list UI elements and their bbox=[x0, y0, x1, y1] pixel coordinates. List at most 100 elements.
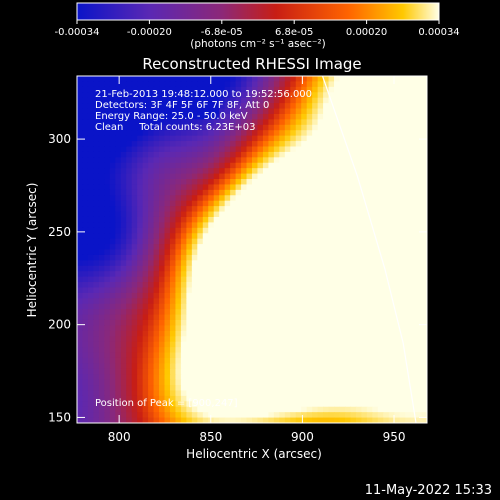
heatmap-cell bbox=[410, 108, 417, 115]
heatmap-cell bbox=[323, 401, 330, 408]
heatmap-cell bbox=[344, 222, 352, 229]
heatmap-cell bbox=[87, 412, 95, 419]
heatmap-cell bbox=[388, 309, 395, 316]
heatmap-cell bbox=[361, 303, 368, 310]
heatmap-cell bbox=[191, 211, 198, 218]
heatmap-cell bbox=[224, 216, 231, 223]
heatmap-cell bbox=[126, 368, 133, 375]
heatmap-cell bbox=[257, 271, 264, 278]
heatmap-cell bbox=[235, 330, 242, 337]
heatmap-cell bbox=[399, 260, 406, 267]
heatmap-cell bbox=[306, 195, 313, 202]
heatmap-cell bbox=[148, 227, 155, 234]
heatmap-cell bbox=[416, 195, 423, 202]
colorbar-tick-label: 0.00020 bbox=[346, 27, 387, 38]
heatmap-cell bbox=[164, 249, 171, 256]
heatmap-cell bbox=[131, 325, 138, 332]
heatmap-cell bbox=[104, 244, 111, 251]
heatmap-cell bbox=[164, 141, 171, 148]
heatmap-cell bbox=[126, 195, 133, 202]
heatmap-cell bbox=[312, 292, 319, 299]
heatmap-cell bbox=[279, 168, 286, 175]
heatmap-cell bbox=[290, 113, 297, 120]
heatmap-cell bbox=[262, 254, 270, 261]
heatmap-cell bbox=[191, 157, 198, 164]
heatmap-cell bbox=[104, 347, 111, 354]
heatmap-cell bbox=[312, 76, 319, 83]
heatmap-cell bbox=[312, 347, 319, 354]
heatmap-cell bbox=[372, 336, 379, 343]
heatmap-cell bbox=[279, 92, 286, 99]
heatmap-cell bbox=[290, 325, 297, 332]
heatmap-cell bbox=[262, 184, 270, 191]
heatmap-cell bbox=[399, 238, 406, 245]
heatmap-cell bbox=[377, 276, 384, 283]
heatmap-cell bbox=[290, 357, 297, 364]
heatmap-cell bbox=[328, 244, 335, 251]
heatmap-cell bbox=[142, 287, 149, 294]
heatmap-cell bbox=[241, 227, 248, 234]
heatmap-cell bbox=[148, 357, 155, 364]
heatmap-cell bbox=[257, 211, 264, 218]
heatmap-cell bbox=[164, 352, 171, 359]
heatmap-cell bbox=[394, 162, 401, 169]
heatmap-cell bbox=[213, 200, 220, 207]
heatmap-cell bbox=[405, 417, 412, 423]
heatmap-cell bbox=[208, 341, 215, 348]
heatmap-cell bbox=[77, 141, 84, 148]
heatmap-cell bbox=[191, 168, 198, 175]
heatmap-cell bbox=[323, 227, 330, 234]
heatmap-cell bbox=[224, 401, 231, 408]
heatmap-cell bbox=[93, 336, 100, 343]
heatmap-cell bbox=[164, 81, 171, 88]
heatmap-cell bbox=[82, 276, 89, 283]
heatmap-cell bbox=[339, 265, 346, 272]
heatmap-cell bbox=[153, 412, 160, 419]
heatmap-cell bbox=[252, 227, 259, 234]
heatmap-cell bbox=[164, 162, 171, 169]
heatmap-cell bbox=[295, 336, 302, 343]
heatmap-cell bbox=[213, 130, 220, 137]
heatmap-cell bbox=[164, 244, 171, 251]
heatmap-cell bbox=[262, 113, 270, 120]
heatmap-cell bbox=[82, 124, 89, 131]
heatmap-cell bbox=[191, 292, 198, 299]
heatmap-cell bbox=[230, 330, 237, 337]
heatmap-cell bbox=[197, 173, 204, 180]
heatmap-cell bbox=[416, 395, 423, 402]
heatmap-cell bbox=[77, 103, 84, 110]
heatmap-cell bbox=[405, 222, 412, 229]
heatmap-cell bbox=[142, 395, 149, 402]
heatmap-cell bbox=[279, 124, 286, 131]
heatmap-cell bbox=[410, 233, 417, 240]
heatmap-cell bbox=[410, 179, 417, 186]
heatmap-cell bbox=[252, 401, 259, 408]
heatmap-cell bbox=[394, 412, 401, 419]
heatmap-cell bbox=[361, 412, 368, 419]
heatmap-cell bbox=[246, 162, 253, 169]
heatmap-cell bbox=[191, 271, 198, 278]
heatmap-cell bbox=[82, 368, 89, 375]
heatmap-cell bbox=[82, 363, 89, 370]
heatmap-cell bbox=[82, 352, 89, 359]
heatmap-cell bbox=[257, 417, 264, 423]
heatmap-cell bbox=[115, 401, 122, 408]
heatmap-cell bbox=[148, 168, 155, 175]
heatmap-cell bbox=[344, 151, 352, 158]
heatmap-cell bbox=[120, 314, 127, 321]
heatmap-cell bbox=[323, 200, 330, 207]
heatmap-cell bbox=[361, 222, 368, 229]
heatmap-cell bbox=[208, 86, 215, 93]
heatmap-cell bbox=[213, 395, 220, 402]
heatmap-cell bbox=[246, 173, 253, 180]
heatmap-cell bbox=[87, 265, 95, 272]
heatmap-cell bbox=[241, 368, 248, 375]
heatmap-cell bbox=[295, 227, 302, 234]
heatmap-cell bbox=[153, 374, 160, 381]
heatmap-cell bbox=[361, 357, 368, 364]
heatmap-cell bbox=[323, 330, 330, 337]
heatmap-cell bbox=[361, 81, 368, 88]
heatmap-cell bbox=[213, 368, 220, 375]
heatmap-cell bbox=[388, 211, 395, 218]
heatmap-cell bbox=[399, 309, 406, 316]
